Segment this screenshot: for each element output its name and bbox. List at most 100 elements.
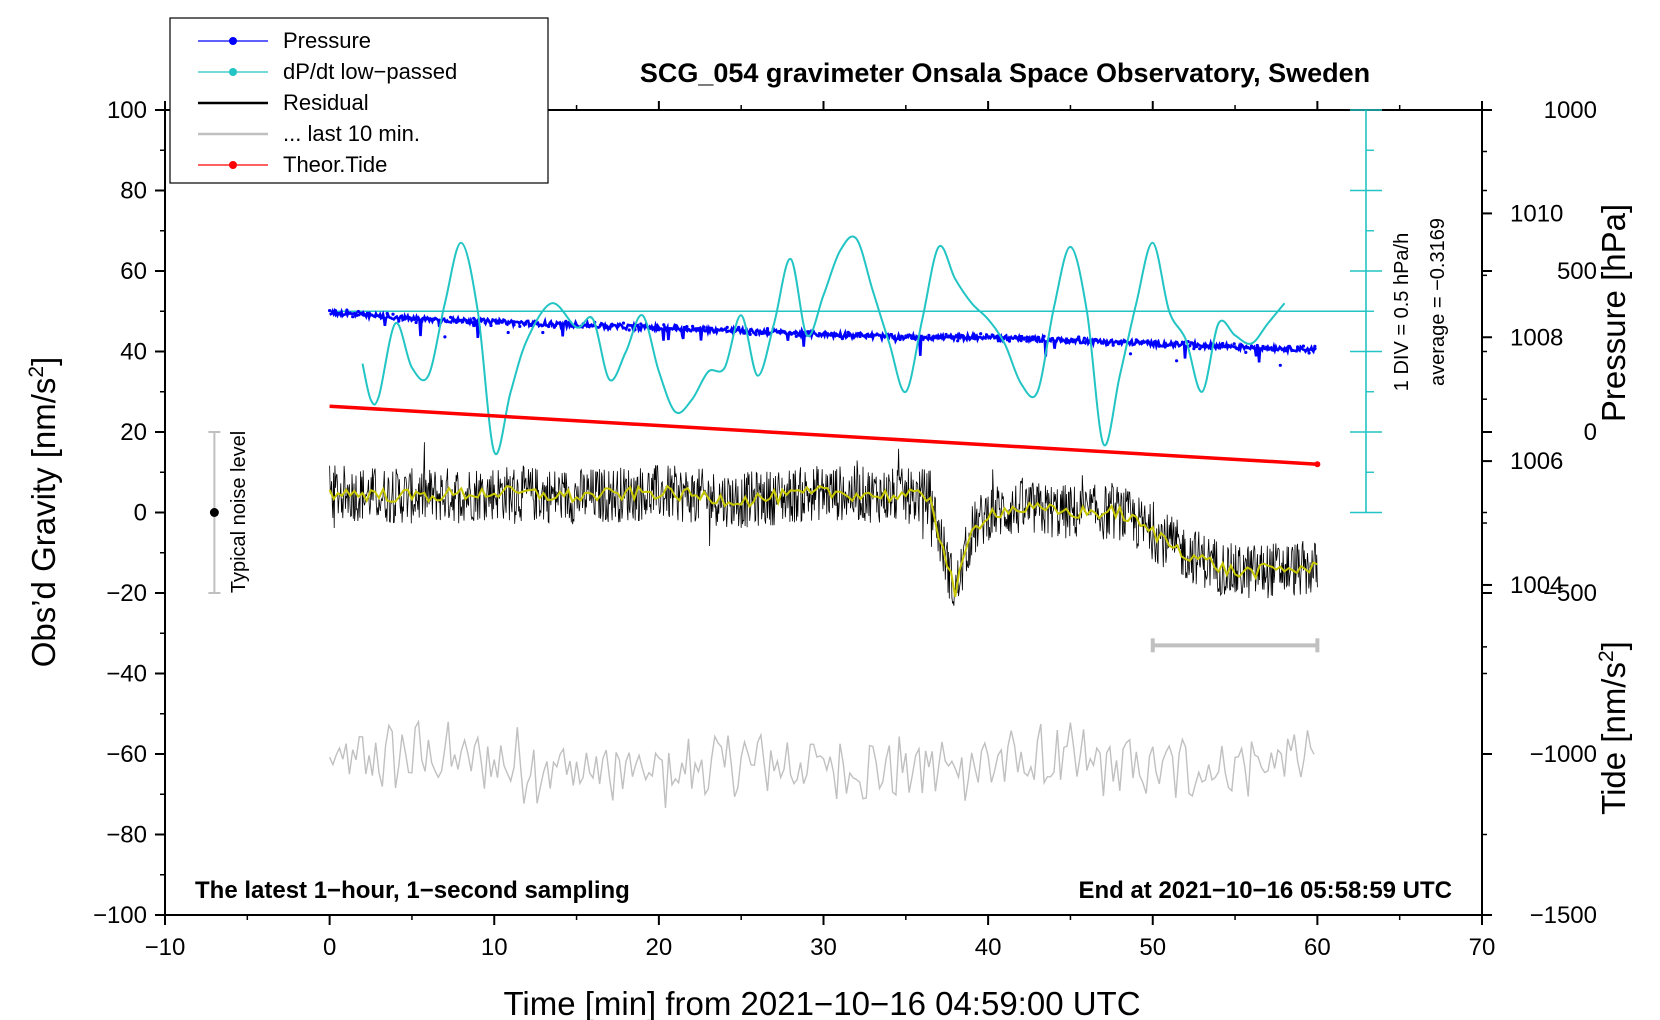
y-tick-label: 60 [120,258,147,285]
pressure-point [1117,342,1121,346]
pressure-point [852,334,856,338]
pressure-point [414,320,418,325]
tide-axis-title-close: ] [1595,641,1632,650]
chart-title: SCG_054 gravimeter Onsala Space Observat… [640,58,1370,88]
scale-average-label: average = −0.3169 [1427,218,1449,386]
x-tick-label: −10 [145,934,186,961]
pressure-point [402,315,407,319]
legend-label: Pressure [283,28,371,53]
legend-marker [229,37,237,45]
pressure-point [662,323,666,327]
pressure-point [604,324,608,328]
pressure-point [466,319,470,323]
tide-axis-title-main: Tide [nm/s [1595,662,1632,815]
pressure-tick-label: 1006 [1510,448,1563,475]
pressure-point [990,333,994,337]
pressure-point [921,337,925,341]
pressure-point [598,323,603,327]
tide-end-point [1314,461,1321,468]
pressure-point [512,323,516,327]
pressure-point [938,334,943,338]
pressure-point [518,324,522,328]
pressure-point [748,332,752,336]
y-tick-label: −100 [93,902,147,929]
pressure-point [1025,339,1029,343]
pressure-point [950,336,954,340]
pressure-point [1123,339,1127,343]
pressure-point [1105,342,1110,347]
pressure-point [691,324,695,328]
pressure-point [351,315,355,319]
pressure-point [391,312,395,316]
pressure-axis: 1004 1006 1008 1010 [1482,150,1563,648]
pressure-point [449,315,453,319]
pressure-point [1175,359,1179,363]
pressure-point [1273,347,1277,351]
pressure-point [668,327,672,331]
pressure-point [1042,334,1046,338]
pressure-point [1019,339,1023,343]
pressure-point [610,324,614,328]
pressure-point [408,316,412,320]
pressure-point [1128,352,1133,356]
pressure-point [1157,344,1161,348]
pressure-point [829,333,833,337]
x-tick-label: 30 [810,934,837,961]
y-tick-label: 0 [134,500,147,527]
legend-label: Theor.Tide [283,152,387,177]
pressure-point [339,313,343,317]
series-last-10-min [328,719,1315,809]
pressure-point [374,313,378,317]
pressure-point [1169,341,1173,346]
pressure-point [685,325,689,329]
annotation-end-time: End at 2021−10−16 05:58:59 UTC [1078,877,1452,904]
pressure-point [1249,344,1254,348]
pressure-point [863,333,868,338]
pressure-point [1140,340,1144,344]
pressure-point [1054,340,1058,344]
pressure-point [1082,336,1086,340]
x-tick-label: 40 [975,934,1002,961]
y-tick-label: −80 [106,822,147,849]
pressure-point [846,330,850,334]
pressure-point [869,333,873,337]
legend-marker [229,68,237,76]
pressure-tick-label: 1008 [1510,324,1563,351]
pressure-point [1267,347,1271,351]
pressure-point [789,332,793,336]
pressure-point [760,331,764,336]
pressure-point [656,328,660,332]
y-tick-label: 20 [120,419,147,446]
pressure-point [1203,345,1207,349]
pressure-point [529,323,533,328]
pressure-point [1031,335,1035,339]
pressure-point [547,324,551,329]
pressure-point [1152,341,1156,345]
pressure-point [765,327,770,331]
series-theor-tide [329,404,1318,466]
pressure-point [1232,342,1236,346]
pressure-point [1077,335,1081,339]
pressure-point [1059,339,1063,343]
pressure-point [1198,347,1202,351]
pressure-point [397,319,401,323]
tide-axis: −1500 −1000 −500 0 500 1000 [1482,97,1597,929]
pressure-point [996,336,1000,340]
pressure-point [961,334,966,338]
pressure-point [742,331,747,335]
pressure-point [489,323,493,328]
legend: Pressure dP/dt low−passed Residual ... last… [169,17,549,184]
tide-tick-label: −1000 [1530,741,1597,768]
pressure-axis-title: Pressure [hPa] [1595,204,1632,422]
pressure-point [737,325,741,329]
pressure-tick-label: 1004 [1510,572,1563,599]
pressure-tick-label: 1010 [1510,200,1563,227]
pressure-point [328,309,332,313]
series-residual-smoothed [328,484,1318,598]
pressure-point [431,317,435,321]
pressure-point [483,321,487,325]
pressure-point [1007,339,1012,343]
legend-label: dP/dt low−passed [283,59,457,84]
pressure-point [1094,338,1098,342]
legend-box [169,17,549,184]
